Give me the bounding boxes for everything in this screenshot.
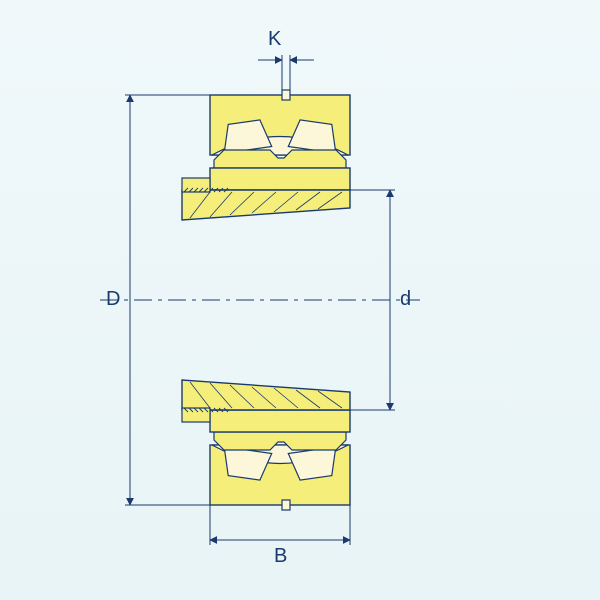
dim-B [210, 505, 350, 545]
label-B: B [274, 545, 287, 568]
inner-ring-top [210, 168, 350, 190]
label-d: d [400, 288, 411, 311]
sleeve-top [182, 190, 350, 220]
bottom-half [182, 380, 350, 510]
groove-top [282, 90, 290, 100]
label-K: K [268, 28, 281, 51]
top-half [182, 90, 350, 220]
drawing-svg [0, 0, 600, 600]
label-D: D [106, 288, 120, 311]
bearing-diagram: K D d B [0, 0, 600, 600]
dim-K [258, 55, 314, 90]
